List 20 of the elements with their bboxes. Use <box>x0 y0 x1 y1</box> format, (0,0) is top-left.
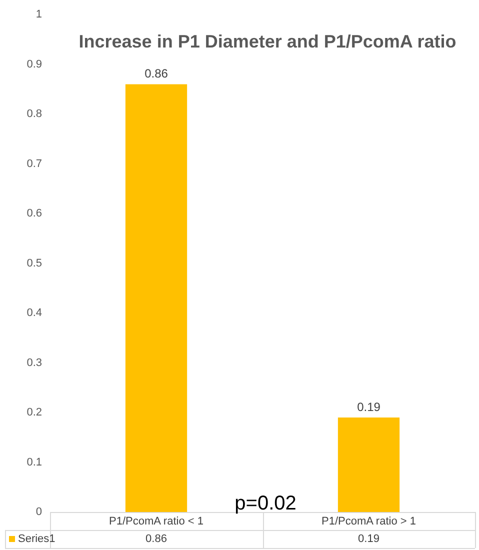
y-tick-label: 1 <box>36 8 42 21</box>
data-label: 0.19 <box>358 533 380 546</box>
y-tick-label: 0.9 <box>26 58 42 70</box>
annotation: p=0.02 <box>234 492 296 515</box>
y-tick-label: 0.5 <box>26 257 42 270</box>
y-tick-label: 0.6 <box>26 208 42 220</box>
x-tick-label: P1/PcomA ratio < 1 <box>109 516 204 528</box>
y-tick-label: 0 <box>36 506 42 518</box>
legend-label: Series1 <box>18 533 56 546</box>
y-tick-label: 0.4 <box>26 307 42 320</box>
annotation: 0.19 <box>357 400 381 414</box>
y-tick-label: 0.7 <box>26 158 42 170</box>
y-tick-label: 0.2 <box>26 406 42 419</box>
y-tick-label: 0.1 <box>26 456 42 468</box>
text: Increase in P1 Diameter and P1/PcomA ratio <box>78 32 456 52</box>
annotation: 0.86 <box>144 66 168 81</box>
data-label: 0.86 <box>146 533 167 546</box>
y-tick-label: 0.8 <box>26 108 42 120</box>
y-tick-label: 0.3 <box>26 356 42 369</box>
x-tick-label: P1/PcomA ratio > 1 <box>322 516 416 528</box>
